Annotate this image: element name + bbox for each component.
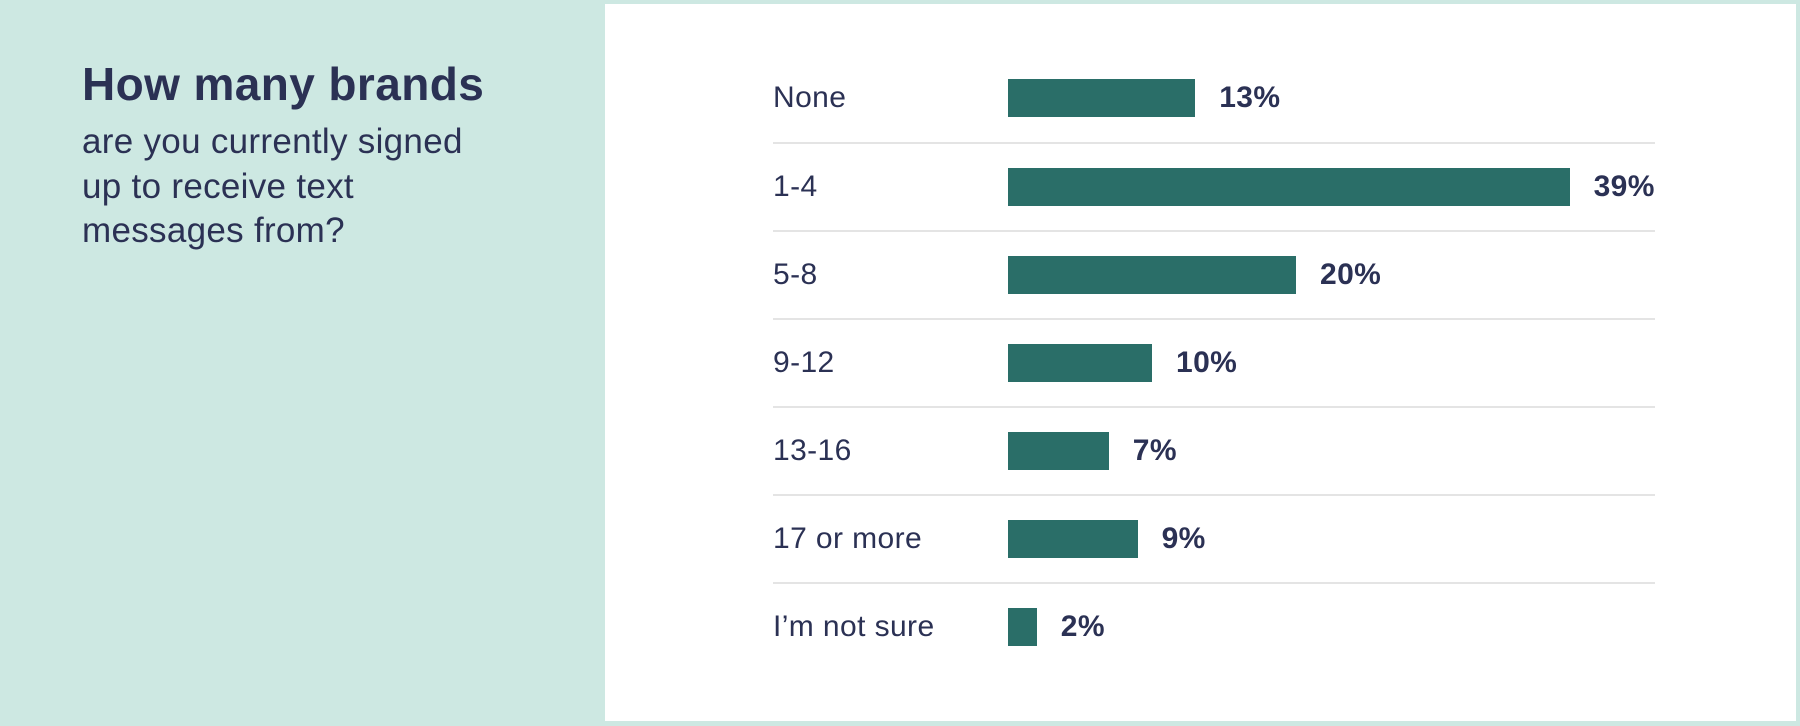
value-label-i-m-not-sure: 2% bbox=[1060, 610, 1105, 643]
chart-row-5-8: 5-8 20% bbox=[773, 230, 1655, 318]
question-subtitle: are you currently signed up to receive t… bbox=[82, 121, 463, 251]
bar-none bbox=[1008, 79, 1196, 117]
chart-row-i-m-not-sure: I’m not sure 2% bbox=[773, 582, 1655, 670]
chart-card: None 13% 1-4 39% 5-8 20% 9-12 10% 13-16 7% 17 or m… bbox=[605, 4, 1796, 721]
category-label-5-8: 5-8 bbox=[773, 258, 818, 291]
bar-5-8 bbox=[1008, 256, 1296, 294]
value-label-9-12: 10% bbox=[1176, 346, 1238, 379]
category-label-9-12: 9-12 bbox=[773, 346, 835, 379]
chart-row-none: None 13% bbox=[773, 54, 1655, 142]
chart-row-13-16: 13-16 7% bbox=[773, 406, 1655, 494]
bar-13-16 bbox=[1008, 432, 1109, 470]
question-title: How many brands bbox=[82, 58, 485, 110]
question-panel: How many brands are you currently signed… bbox=[0, 0, 605, 726]
value-label-5-8: 20% bbox=[1320, 258, 1382, 291]
chart-row-17-or-more: 17 or more 9% bbox=[773, 494, 1655, 582]
bar-1-4 bbox=[1008, 168, 1570, 206]
chart-row-9-12: 9-12 10% bbox=[773, 318, 1655, 406]
bar-9-12 bbox=[1008, 344, 1152, 382]
value-label-1-4: 39% bbox=[1593, 170, 1655, 203]
value-label-none: 13% bbox=[1219, 81, 1281, 114]
category-label-1-4: 1-4 bbox=[773, 170, 818, 203]
chart-row-1-4: 1-4 39% bbox=[773, 142, 1655, 230]
value-label-17-or-more: 9% bbox=[1161, 522, 1206, 555]
bar-chart: None 13% 1-4 39% 5-8 20% 9-12 10% 13-16 7% 17 or m… bbox=[773, 54, 1655, 670]
bar-i-m-not-sure bbox=[1008, 608, 1037, 646]
category-label-i-m-not-sure: I’m not sure bbox=[773, 610, 935, 643]
bar-17-or-more bbox=[1008, 520, 1138, 558]
category-label-13-16: 13-16 bbox=[773, 434, 852, 467]
category-label-17-or-more: 17 or more bbox=[773, 522, 923, 555]
category-label-none: None bbox=[773, 81, 847, 114]
value-label-13-16: 7% bbox=[1132, 434, 1177, 467]
